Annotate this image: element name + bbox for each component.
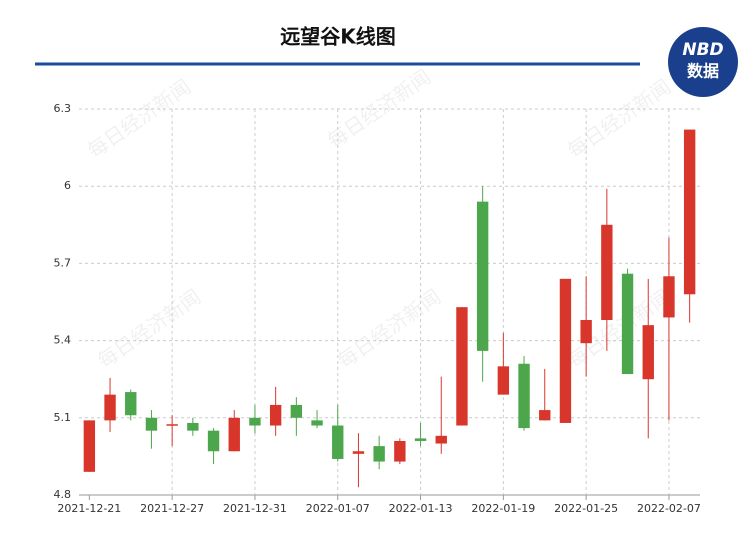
candle-body: [559, 278, 572, 423]
candle-body: [228, 417, 240, 452]
y-tick-label: 4.8: [54, 488, 72, 501]
candle-body: [518, 363, 530, 429]
y-tick-label: 5.1: [54, 411, 72, 424]
candle-body: [249, 417, 261, 426]
x-tick-label: 2022-01-19: [471, 502, 535, 515]
candle-body: [642, 325, 654, 380]
watermark: 每日经济新闻: [333, 285, 445, 373]
x-tick-label: 2021-12-21: [57, 502, 121, 515]
candle-body: [539, 410, 551, 421]
candle-body: [435, 435, 447, 444]
x-tick-label: 2022-01-25: [554, 502, 618, 515]
x-tick-label: 2021-12-27: [140, 502, 204, 515]
candle-body: [166, 424, 178, 426]
candle-body: [125, 392, 137, 416]
watermark: 每日经济新闻: [563, 75, 675, 163]
candle-body: [187, 422, 199, 431]
candle-body: [580, 320, 592, 344]
candle-body: [414, 438, 427, 441]
y-tick-label: 5.4: [54, 334, 72, 347]
logo-top: NBD: [682, 40, 723, 60]
candle-body: [373, 446, 385, 462]
y-tick-label: 6: [64, 179, 71, 192]
chart-title: 远望谷K线图: [280, 25, 396, 49]
candle-body: [497, 366, 510, 395]
candle-body: [269, 404, 282, 426]
y-tick-label: 6.3: [54, 102, 72, 115]
candle-body: [290, 404, 303, 418]
candle-body: [83, 420, 96, 472]
candle-body: [207, 430, 220, 452]
candle-body: [476, 201, 489, 351]
candle-body: [332, 425, 344, 459]
candle-body: [663, 276, 675, 318]
x-tick-label: 2021-12-31: [223, 502, 287, 515]
candle-body: [601, 224, 613, 321]
watermark: 每日经济新闻: [93, 285, 205, 373]
candle-body: [352, 451, 365, 454]
watermark: 每日经济新闻: [83, 75, 195, 163]
logo-badge: [668, 27, 738, 97]
logo-bottom: 数据: [687, 62, 719, 81]
candle-body: [311, 420, 323, 426]
candle-body: [621, 273, 634, 375]
candle-body: [104, 394, 116, 421]
x-tick-label: 2022-02-07: [637, 502, 701, 515]
y-tick-label: 5.7: [54, 256, 72, 269]
x-tick-label: 2022-01-07: [306, 502, 370, 515]
candle-body: [683, 129, 696, 295]
watermark: 每日经济新闻: [563, 285, 675, 373]
candle-body: [145, 417, 158, 431]
x-tick-label: 2022-01-13: [389, 502, 453, 515]
candle-body: [456, 307, 468, 426]
candle-body: [394, 440, 406, 462]
